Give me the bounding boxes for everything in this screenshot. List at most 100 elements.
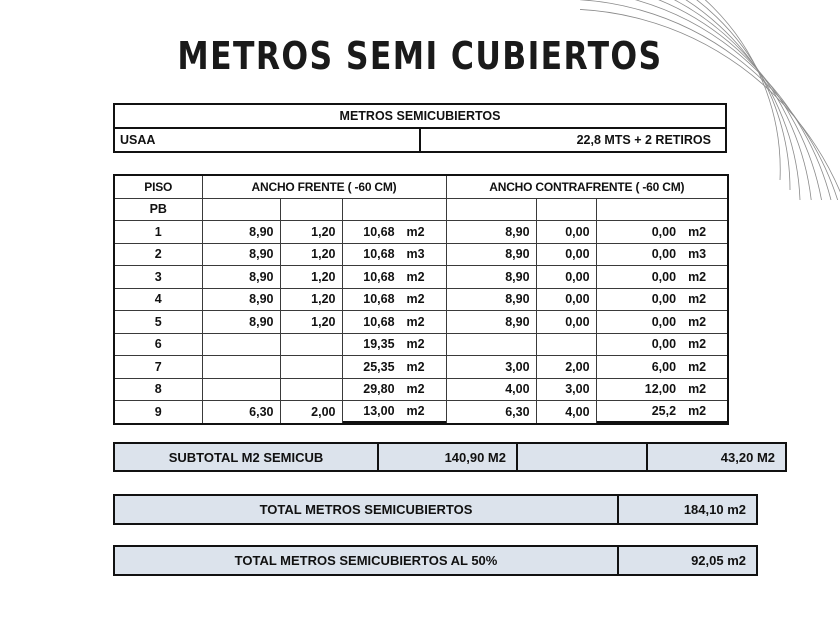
cell-frente-a: 8,90 [201, 220, 281, 244]
cell-frente-b: 2,00 [279, 400, 343, 425]
cell-contrafrente-a: 8,90 [445, 265, 537, 289]
cell-frente-unit: m3 [400, 243, 446, 265]
cell-frente-a [201, 197, 281, 221]
cell-frente-unit: m2 [400, 356, 446, 378]
cell-contrafrente-total-group: 0,00 m2 [595, 310, 730, 334]
cell-frente-unit: m2 [400, 311, 446, 333]
cell-piso: 8 [113, 377, 203, 401]
subtotal-row: SUBTOTAL M2 SEMICUB 140,90 M2 43,20 M2 [113, 442, 787, 472]
cell-frente-b [279, 332, 343, 356]
cell-contrafrente-total-group: 6,00 m2 [595, 355, 730, 379]
cell-contrafrente-total: 0,00 [597, 221, 683, 243]
cell-contrafrente-total: 6,00 [597, 356, 683, 378]
cell-frente-total: 19,35 [343, 333, 401, 355]
cell-frente-b: 1,20 [279, 220, 343, 244]
cell-contrafrente-total: 0,00 [597, 243, 683, 265]
cell-frente-unit: m2 [400, 333, 446, 355]
header-left-label: USAA [113, 127, 421, 153]
cell-contrafrente-a: 8,90 [445, 287, 537, 311]
cell-contrafrente-total: 0,00 [597, 288, 683, 310]
cell-contrafrente-b: 2,00 [535, 355, 597, 379]
table-row: 4 8,90 1,20 10,68 m2 8,90 0,00 0,00 m2 [113, 287, 730, 311]
cell-contrafrente-b: 0,00 [535, 310, 597, 334]
cell-piso: 3 [113, 265, 203, 289]
header-caption-row: METROS SEMICUBIERTOS [113, 103, 727, 129]
cell-piso: 1 [113, 220, 203, 244]
cell-frente-total-group: 10,68 m2 [341, 265, 447, 289]
cell-frente-b [279, 355, 343, 379]
cell-piso: 6 [113, 332, 203, 356]
column-header-contrafrente: ANCHO CONTRAFRENTE ( -60 CM) [445, 174, 730, 199]
cell-frente-a: 8,90 [201, 310, 281, 334]
cell-contrafrente-total: 25,2 [597, 401, 683, 422]
cell-contrafrente-unit: m2 [682, 311, 727, 333]
total-50-label: TOTAL METROS SEMICUBIERTOS AL 50% [113, 545, 619, 576]
subtotal-label: SUBTOTAL M2 SEMICUB [113, 442, 379, 472]
cell-contrafrente-a: 6,30 [445, 400, 537, 425]
subtotal-value-frente: 140,90 M2 [377, 442, 518, 472]
cell-frente-total: 10,68 [343, 221, 401, 243]
cell-frente-total: 10,68 [343, 243, 401, 265]
cell-frente-a [201, 377, 281, 401]
cell-piso: 4 [113, 287, 203, 311]
cell-contrafrente-total: 12,00 [597, 378, 683, 400]
cell-piso: 5 [113, 310, 203, 334]
cell-contrafrente-unit: m2 [682, 356, 727, 378]
header-box: METROS SEMICUBIERTOS USAA 22,8 MTS + 2 R… [113, 103, 727, 153]
cell-frente-total-group: 10,68 m2 [341, 287, 447, 311]
column-header-piso: PISO [113, 174, 203, 199]
cell-contrafrente-unit: m2 [682, 401, 727, 422]
cell-frente-total-group: 25,35 m2 [341, 355, 447, 379]
total-bar: TOTAL METROS SEMICUBIERTOS 184,10 m2 [113, 494, 758, 525]
cell-contrafrente-total-group: 25,2 m2 [595, 400, 730, 425]
cell-contrafrente-b: 0,00 [535, 242, 597, 266]
cell-contrafrente-unit: m2 [682, 378, 727, 400]
cell-contrafrente-a [445, 197, 537, 221]
cell-frente-a: 8,90 [201, 242, 281, 266]
cell-frente-b: 1,20 [279, 287, 343, 311]
cell-contrafrente-a: 3,00 [445, 355, 537, 379]
cell-frente-total-group: 10,68 m2 [341, 310, 447, 334]
table-row: 8 29,80 m2 4,00 3,00 12,00 m2 [113, 377, 730, 401]
table-row: PB [113, 197, 730, 221]
cell-frente-a [201, 332, 281, 356]
cell-frente-unit: m2 [400, 288, 446, 310]
cell-contrafrente-b: 3,00 [535, 377, 597, 401]
cell-contrafrente-b: 0,00 [535, 265, 597, 289]
cell-contrafrente-total [595, 197, 730, 221]
cell-frente-unit: m2 [400, 221, 446, 243]
cell-frente-total: 29,80 [343, 378, 401, 400]
cell-frente-b [279, 377, 343, 401]
table-row: 5 8,90 1,20 10,68 m2 8,90 0,00 0,00 m2 [113, 310, 730, 334]
cell-frente-total: 10,68 [343, 288, 401, 310]
cell-frente-a: 8,90 [201, 287, 281, 311]
cell-frente-total-group: 13,00 m2 [341, 400, 447, 425]
cell-contrafrente-a: 8,90 [445, 220, 537, 244]
cell-frente-unit: m2 [400, 378, 446, 400]
cell-frente-total-group: 10,68 m3 [341, 242, 447, 266]
total-label: TOTAL METROS SEMICUBIERTOS [113, 494, 619, 525]
cell-contrafrente-unit: m2 [682, 333, 727, 355]
cell-frente-b: 1,20 [279, 242, 343, 266]
header-caption: METROS SEMICUBIERTOS [113, 103, 727, 129]
cell-frente-total: 13,00 [343, 401, 401, 422]
cell-contrafrente-a: 8,90 [445, 310, 537, 334]
table-row: 9 6,30 2,00 13,00 m2 6,30 4,00 25,2 m2 [113, 400, 730, 425]
cell-contrafrente-b [535, 332, 597, 356]
cell-contrafrente-a: 8,90 [445, 242, 537, 266]
cell-frente-a: 8,90 [201, 265, 281, 289]
table-row: 1 8,90 1,20 10,68 m2 8,90 0,00 0,00 m2 [113, 220, 730, 244]
cell-contrafrente-total: 0,00 [597, 333, 683, 355]
cell-frente-total: 10,68 [343, 266, 401, 288]
cell-frente-total-group: 10,68 m2 [341, 220, 447, 244]
cell-contrafrente-unit: m2 [682, 221, 727, 243]
total-row: TOTAL METROS SEMICUBIERTOS 184,10 m2 [113, 494, 758, 525]
cell-contrafrente-total-group: 0,00 m2 [595, 265, 730, 289]
cell-frente-unit: m2 [400, 266, 446, 288]
table-row: 3 8,90 1,20 10,68 m2 8,90 0,00 0,00 m2 [113, 265, 730, 289]
subtotal-bar: SUBTOTAL M2 SEMICUB 140,90 M2 43,20 M2 [113, 442, 787, 472]
cell-contrafrente-total-group: 0,00 m3 [595, 242, 730, 266]
cell-contrafrente-unit: m2 [682, 288, 727, 310]
cell-contrafrente-b [535, 197, 597, 221]
